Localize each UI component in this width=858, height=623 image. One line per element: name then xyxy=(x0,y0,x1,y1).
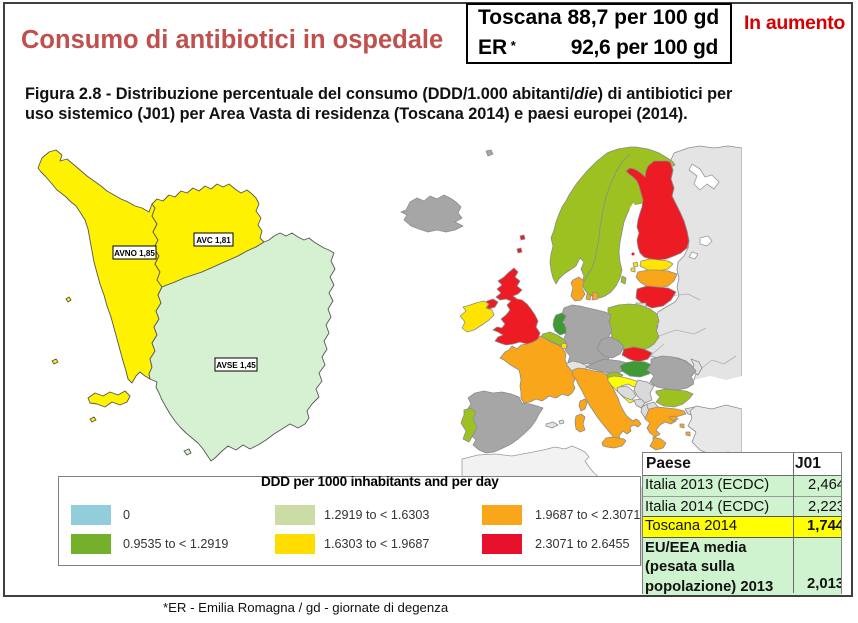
svg-text:AVC 1,81: AVC 1,81 xyxy=(196,236,231,245)
svg-text:AVNO 1,85: AVNO 1,85 xyxy=(114,249,155,258)
svg-text:AVSE 1,45: AVSE 1,45 xyxy=(216,361,256,370)
